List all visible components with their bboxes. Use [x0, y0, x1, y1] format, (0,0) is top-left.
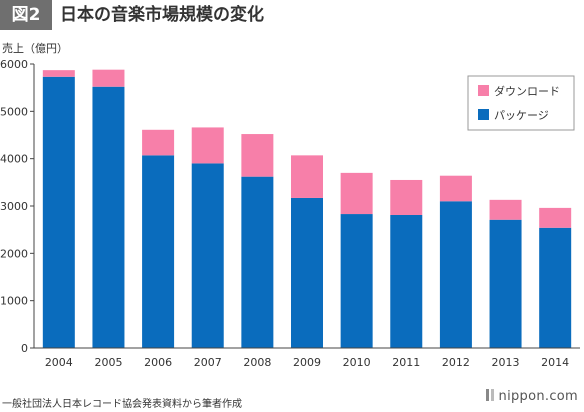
y-tick-label: 0: [21, 342, 28, 355]
bar-package-2006: [142, 155, 175, 348]
bar-package-2011: [390, 214, 423, 348]
source-note: 一般社団法人日本レコード協会発表資料から筆者作成: [2, 399, 242, 410]
bar-package-2012: [439, 201, 472, 348]
bar-download-2014: [539, 207, 572, 228]
bar-package-2013: [489, 219, 522, 348]
y-tick-label: 3000: [0, 200, 28, 213]
y-tick-label: 4000: [0, 153, 28, 166]
x-tick-label: 2006: [144, 356, 172, 369]
bar-package-2010: [340, 214, 373, 348]
brand-logo: nippon.com: [485, 389, 578, 404]
y-axis: 0 1000 2000 3000 4000 5000 6000: [0, 58, 35, 355]
x-tick-label: 2007: [194, 356, 222, 369]
x-tick-label: 2012: [442, 356, 470, 369]
x-tick-label: 2009: [293, 356, 321, 369]
y-axis-label: 売上（億円）: [2, 42, 68, 55]
legend-swatch: [478, 85, 489, 96]
figure-header: 図2 日本の音楽市場規模の変化: [0, 0, 584, 30]
chart-title: 日本の音楽市場規模の変化: [60, 5, 264, 25]
bar-download-2011: [390, 179, 423, 215]
y-tick-label: 6000: [0, 58, 28, 71]
bar-download-2005: [92, 69, 125, 87]
bar-download-2012: [439, 175, 472, 202]
x-tick-label: 2013: [492, 356, 520, 369]
legend-label: パッケージ: [494, 109, 549, 122]
x-tick-label: 2010: [343, 356, 371, 369]
bar-package-2004: [42, 76, 75, 348]
bar-download-2008: [241, 134, 274, 177]
bar-download-2004: [42, 70, 75, 77]
bar-download-2010: [340, 172, 373, 215]
y-tick-label: 2000: [0, 247, 28, 260]
x-tick-label: 2014: [541, 356, 569, 369]
x-tick-label: 2005: [94, 356, 122, 369]
bar-package-2007: [191, 163, 224, 348]
x-axis: 2004 2005 2006 2007 2008 2009 2010 2011 2012 2013…: [34, 347, 580, 369]
bar-download-2007: [191, 127, 224, 164]
brand-icon: [485, 389, 494, 401]
bar-package-2009: [291, 197, 323, 348]
y-tick-label: 1000: [0, 295, 28, 308]
x-tick-label: 2004: [45, 356, 73, 369]
bar-download-2006: [142, 129, 175, 156]
bars: [42, 69, 572, 348]
bar-download-2013: [489, 199, 522, 220]
bar-package-2005: [92, 86, 125, 348]
y-tick-label: 5000: [0, 105, 28, 118]
figure-number-badge: 図2: [0, 0, 52, 30]
bar-download-2009: [291, 155, 323, 198]
bar-package-2014: [539, 227, 572, 348]
x-tick-label: 2008: [243, 356, 271, 369]
brand-text: nippon.com: [498, 389, 578, 404]
legend-swatch: [478, 109, 489, 120]
x-tick-label: 2011: [392, 356, 420, 369]
bar-package-2008: [241, 176, 274, 348]
legend-label: ダウンロード: [494, 84, 560, 98]
